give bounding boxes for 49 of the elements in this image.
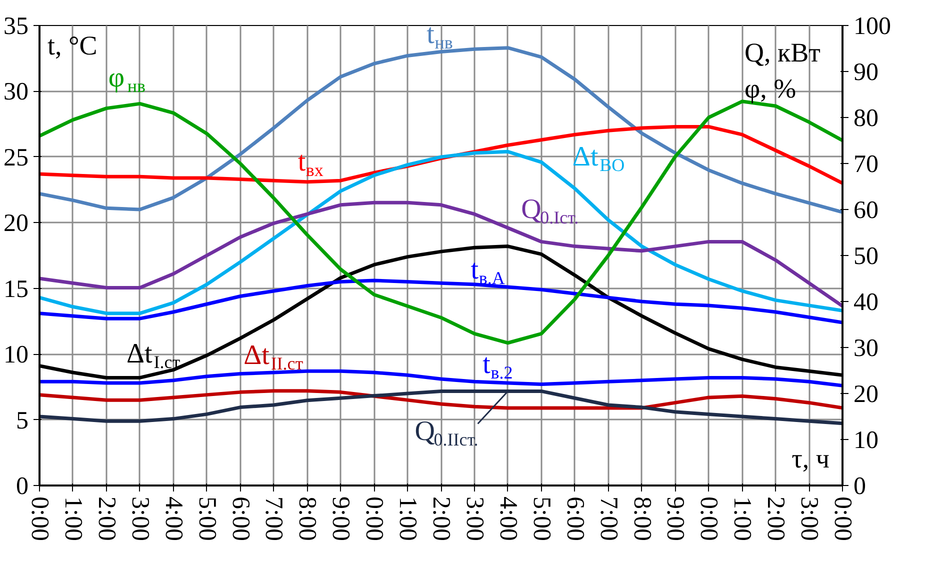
x-tick-label: 9:00: [327, 496, 354, 541]
x-tick-label: 3:00: [796, 496, 823, 541]
y2-tick-label: 90: [854, 59, 878, 86]
x-tick-label: 7:00: [260, 496, 288, 541]
y-tick-label: 10: [4, 342, 28, 369]
x-tick-label: 2:00: [428, 496, 454, 541]
x-tick-label: 0:00: [829, 496, 856, 541]
y2-tick-label: 100: [854, 13, 891, 40]
y2-tick-label: 40: [854, 289, 878, 316]
x-tick-label: 5:00: [528, 496, 555, 541]
y-axis-title: t, °C: [48, 30, 98, 60]
x-tick-label: 7:00: [594, 496, 622, 541]
x-tick-label: 1:00: [394, 496, 422, 541]
x-tick-label: 0:00: [26, 496, 53, 541]
x-tick-label: 3:00: [460, 496, 488, 541]
x-axis-title: τ, ч: [792, 444, 830, 474]
line-series: [40, 389, 842, 410]
x-tick-label: 6:00: [561, 496, 588, 541]
y2-tick-label: 60: [854, 197, 878, 224]
x-tick-label: 0:00: [695, 496, 722, 541]
y2-tick-label: 10: [854, 427, 878, 454]
x-tick-label: 9:00: [662, 496, 689, 541]
x-tick-label: 1:00: [59, 496, 86, 541]
x-tick-label: 4:00: [494, 496, 522, 541]
y-tick-label: 20: [4, 210, 28, 238]
y2-tick-label: 50: [854, 243, 878, 270]
y-tick-label: 5: [16, 407, 28, 434]
x-tick-label: 2:00: [762, 496, 790, 541]
x-tick-label: 6:00: [226, 496, 254, 541]
y2-tick-label: 30: [854, 335, 878, 362]
y2-axis-title: Q, кВт φ, %: [744, 38, 821, 104]
y-tick-label: 0: [16, 473, 28, 500]
line-series: [40, 200, 842, 308]
y2-tick-label: 20: [854, 381, 878, 408]
x-tick-label: 8:00: [628, 496, 656, 541]
y2-tick-label: 0: [854, 473, 866, 500]
y2-tick-label: 80: [854, 105, 878, 132]
y-tick-label: 30: [4, 78, 28, 106]
y-tick-label: 35: [4, 13, 28, 40]
x-tick-label: 0:00: [360, 496, 388, 541]
x-tick-label: 4:00: [160, 496, 187, 541]
x-tick-label: 3:00: [126, 496, 154, 541]
y-tick-label: 15: [4, 276, 28, 303]
x-tick-label: 8:00: [294, 496, 321, 541]
y2-tick-label: 70: [854, 151, 878, 178]
y-tick-label: 25: [4, 144, 28, 172]
x-tick-label: 5:00: [193, 496, 220, 541]
x-tick-label: 2:00: [92, 496, 120, 541]
x-tick-label: 1:00: [728, 496, 756, 541]
